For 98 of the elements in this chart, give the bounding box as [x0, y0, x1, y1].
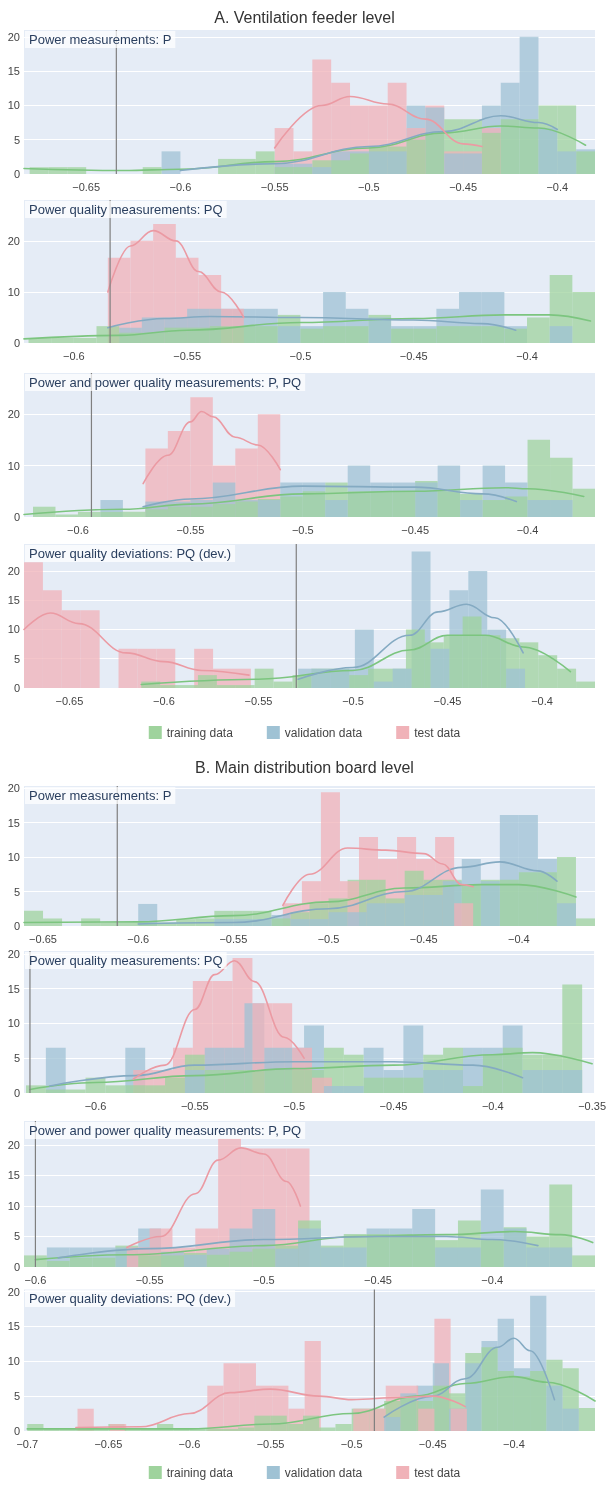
y-tick-label: 10 — [7, 1355, 20, 1368]
legend-label: test data — [414, 1465, 461, 1480]
x-tick-label: −0.7 — [16, 1437, 39, 1450]
y-tick-label: 0 — [13, 337, 20, 349]
chart-subtitle: Power and power quality measurements: P, PQ — [29, 1123, 302, 1138]
y-tick-label: 5 — [13, 1390, 20, 1403]
x-tick-label: −0.5 — [291, 523, 314, 536]
x-tick-label: −0.45 — [449, 180, 478, 193]
y-tick-label: 15 — [7, 65, 20, 78]
y-tick-label: 20 — [7, 564, 20, 577]
y-tick-label: 0 — [13, 1425, 20, 1437]
x-tick-label: −0.55 — [173, 349, 202, 362]
legend-label: training data — [166, 725, 234, 740]
chart-title: B. Main distribution board level — [195, 758, 414, 776]
legend-label: training data — [166, 1465, 234, 1480]
x-tick-label: −0.6 — [178, 1437, 201, 1450]
y-tick-label: 20 — [7, 782, 20, 795]
x-tick-label: −0.5 — [317, 932, 340, 945]
x-tick-label: −0.4 — [481, 1099, 504, 1112]
y-tick-label: 10 — [7, 1017, 20, 1030]
y-tick-label: 0 — [13, 168, 20, 180]
y-tick-label: 15 — [7, 1169, 20, 1182]
y-tick-label: 0 — [13, 1261, 20, 1273]
x-tick-label: −0.45 — [401, 523, 430, 536]
x-tick-label: −0.65 — [55, 694, 84, 707]
y-tick-label: 10 — [7, 623, 20, 636]
x-tick-label: −0.4 — [531, 694, 553, 707]
x-tick-label: −0.65 — [72, 180, 101, 193]
x-tick-label: −0.55 — [256, 1437, 285, 1450]
y-tick-label: 5 — [13, 1052, 20, 1065]
y-tick-label: 15 — [7, 1320, 20, 1333]
x-tick-label: −0.6 — [84, 1099, 107, 1112]
x-tick-label: −0.6 — [127, 932, 150, 945]
y-tick-label: 10 — [7, 1199, 20, 1212]
x-tick-label: −0.45 — [364, 1273, 392, 1286]
chart-title: A. Ventilation feeder level — [214, 8, 395, 26]
legend-label: test data — [414, 725, 461, 740]
x-tick-label: −0.5 — [358, 180, 380, 193]
y-tick-label: 10 — [7, 285, 20, 298]
x-tick-label: −0.5 — [283, 1099, 305, 1112]
y-tick-label: 5 — [13, 133, 20, 146]
y-tick-label: 20 — [7, 947, 20, 960]
x-tick-label: −0.5 — [340, 1437, 363, 1450]
y-tick-label: 15 — [7, 594, 20, 607]
y-tick-label: 15 — [7, 816, 20, 829]
chart-subtitle: Power measurements: P — [29, 788, 172, 803]
x-tick-label: −0.6 — [153, 694, 175, 707]
y-tick-label: 20 — [7, 408, 20, 421]
y-tick-label: 0 — [13, 1087, 20, 1099]
x-tick-label: −0.6 — [169, 180, 192, 193]
x-tick-label: −0.55 — [135, 1273, 164, 1286]
x-tick-label: −0.35 — [578, 1099, 607, 1112]
chart-subtitle: Power quality deviations: PQ (dev.) — [29, 546, 232, 561]
y-tick-label: 0 — [13, 920, 20, 932]
x-tick-label: −0.55 — [180, 1099, 209, 1112]
y-tick-label: 20 — [7, 30, 20, 43]
chart-subtitle: Power quality deviations: PQ (dev.) — [29, 1291, 232, 1306]
y-tick-label: 0 — [13, 511, 20, 523]
x-tick-label: −0.5 — [252, 1273, 275, 1286]
x-tick-label: −0.4 — [508, 932, 530, 945]
x-tick-label: −0.55 — [176, 523, 205, 536]
x-tick-label: −0.45 — [399, 349, 428, 362]
x-tick-label: −0.4 — [546, 180, 569, 193]
x-tick-label: −0.5 — [289, 349, 312, 362]
chart-subtitle: Power quality measurements: PQ — [29, 202, 223, 217]
x-tick-label: −0.65 — [29, 932, 57, 945]
x-tick-label: −0.65 — [94, 1437, 123, 1450]
y-tick-label: 20 — [7, 1285, 20, 1298]
x-tick-label: −0.45 — [379, 1099, 408, 1112]
x-tick-label: −0.5 — [342, 694, 364, 707]
x-tick-label: −0.45 — [409, 932, 438, 945]
x-tick-label: −0.45 — [433, 694, 462, 707]
y-tick-label: 15 — [7, 982, 20, 995]
chart-subtitle: Power and power quality measurements: P, PQ — [29, 375, 302, 390]
y-tick-label: 5 — [13, 652, 20, 665]
legend-label: validation data — [284, 725, 363, 740]
x-tick-label: −0.55 — [219, 932, 248, 945]
x-tick-label: −0.6 — [62, 349, 85, 362]
x-tick-label: −0.55 — [244, 694, 273, 707]
x-tick-label: −0.6 — [67, 523, 89, 536]
y-tick-label: 20 — [7, 1138, 20, 1151]
x-tick-label: −0.4 — [481, 1273, 504, 1286]
y-tick-label: 5 — [13, 1230, 20, 1243]
legend-label: validation data — [284, 1465, 363, 1480]
x-tick-label: −0.4 — [516, 523, 539, 536]
y-tick-label: 10 — [7, 99, 20, 112]
x-tick-label: −0.45 — [418, 1437, 447, 1450]
x-tick-label: −0.4 — [503, 1437, 525, 1450]
x-tick-label: −0.4 — [516, 349, 538, 362]
x-tick-label: −0.55 — [260, 180, 289, 193]
y-tick-label: 5 — [13, 885, 20, 898]
y-tick-label: 10 — [7, 851, 20, 864]
x-tick-label: −0.6 — [24, 1273, 47, 1286]
chart-subtitle: Power measurements: P — [29, 32, 172, 47]
chart-subtitle: Power quality measurements: PQ — [29, 953, 223, 968]
y-tick-label: 0 — [13, 682, 20, 694]
y-tick-label: 10 — [7, 459, 20, 472]
y-tick-label: 20 — [7, 234, 20, 247]
